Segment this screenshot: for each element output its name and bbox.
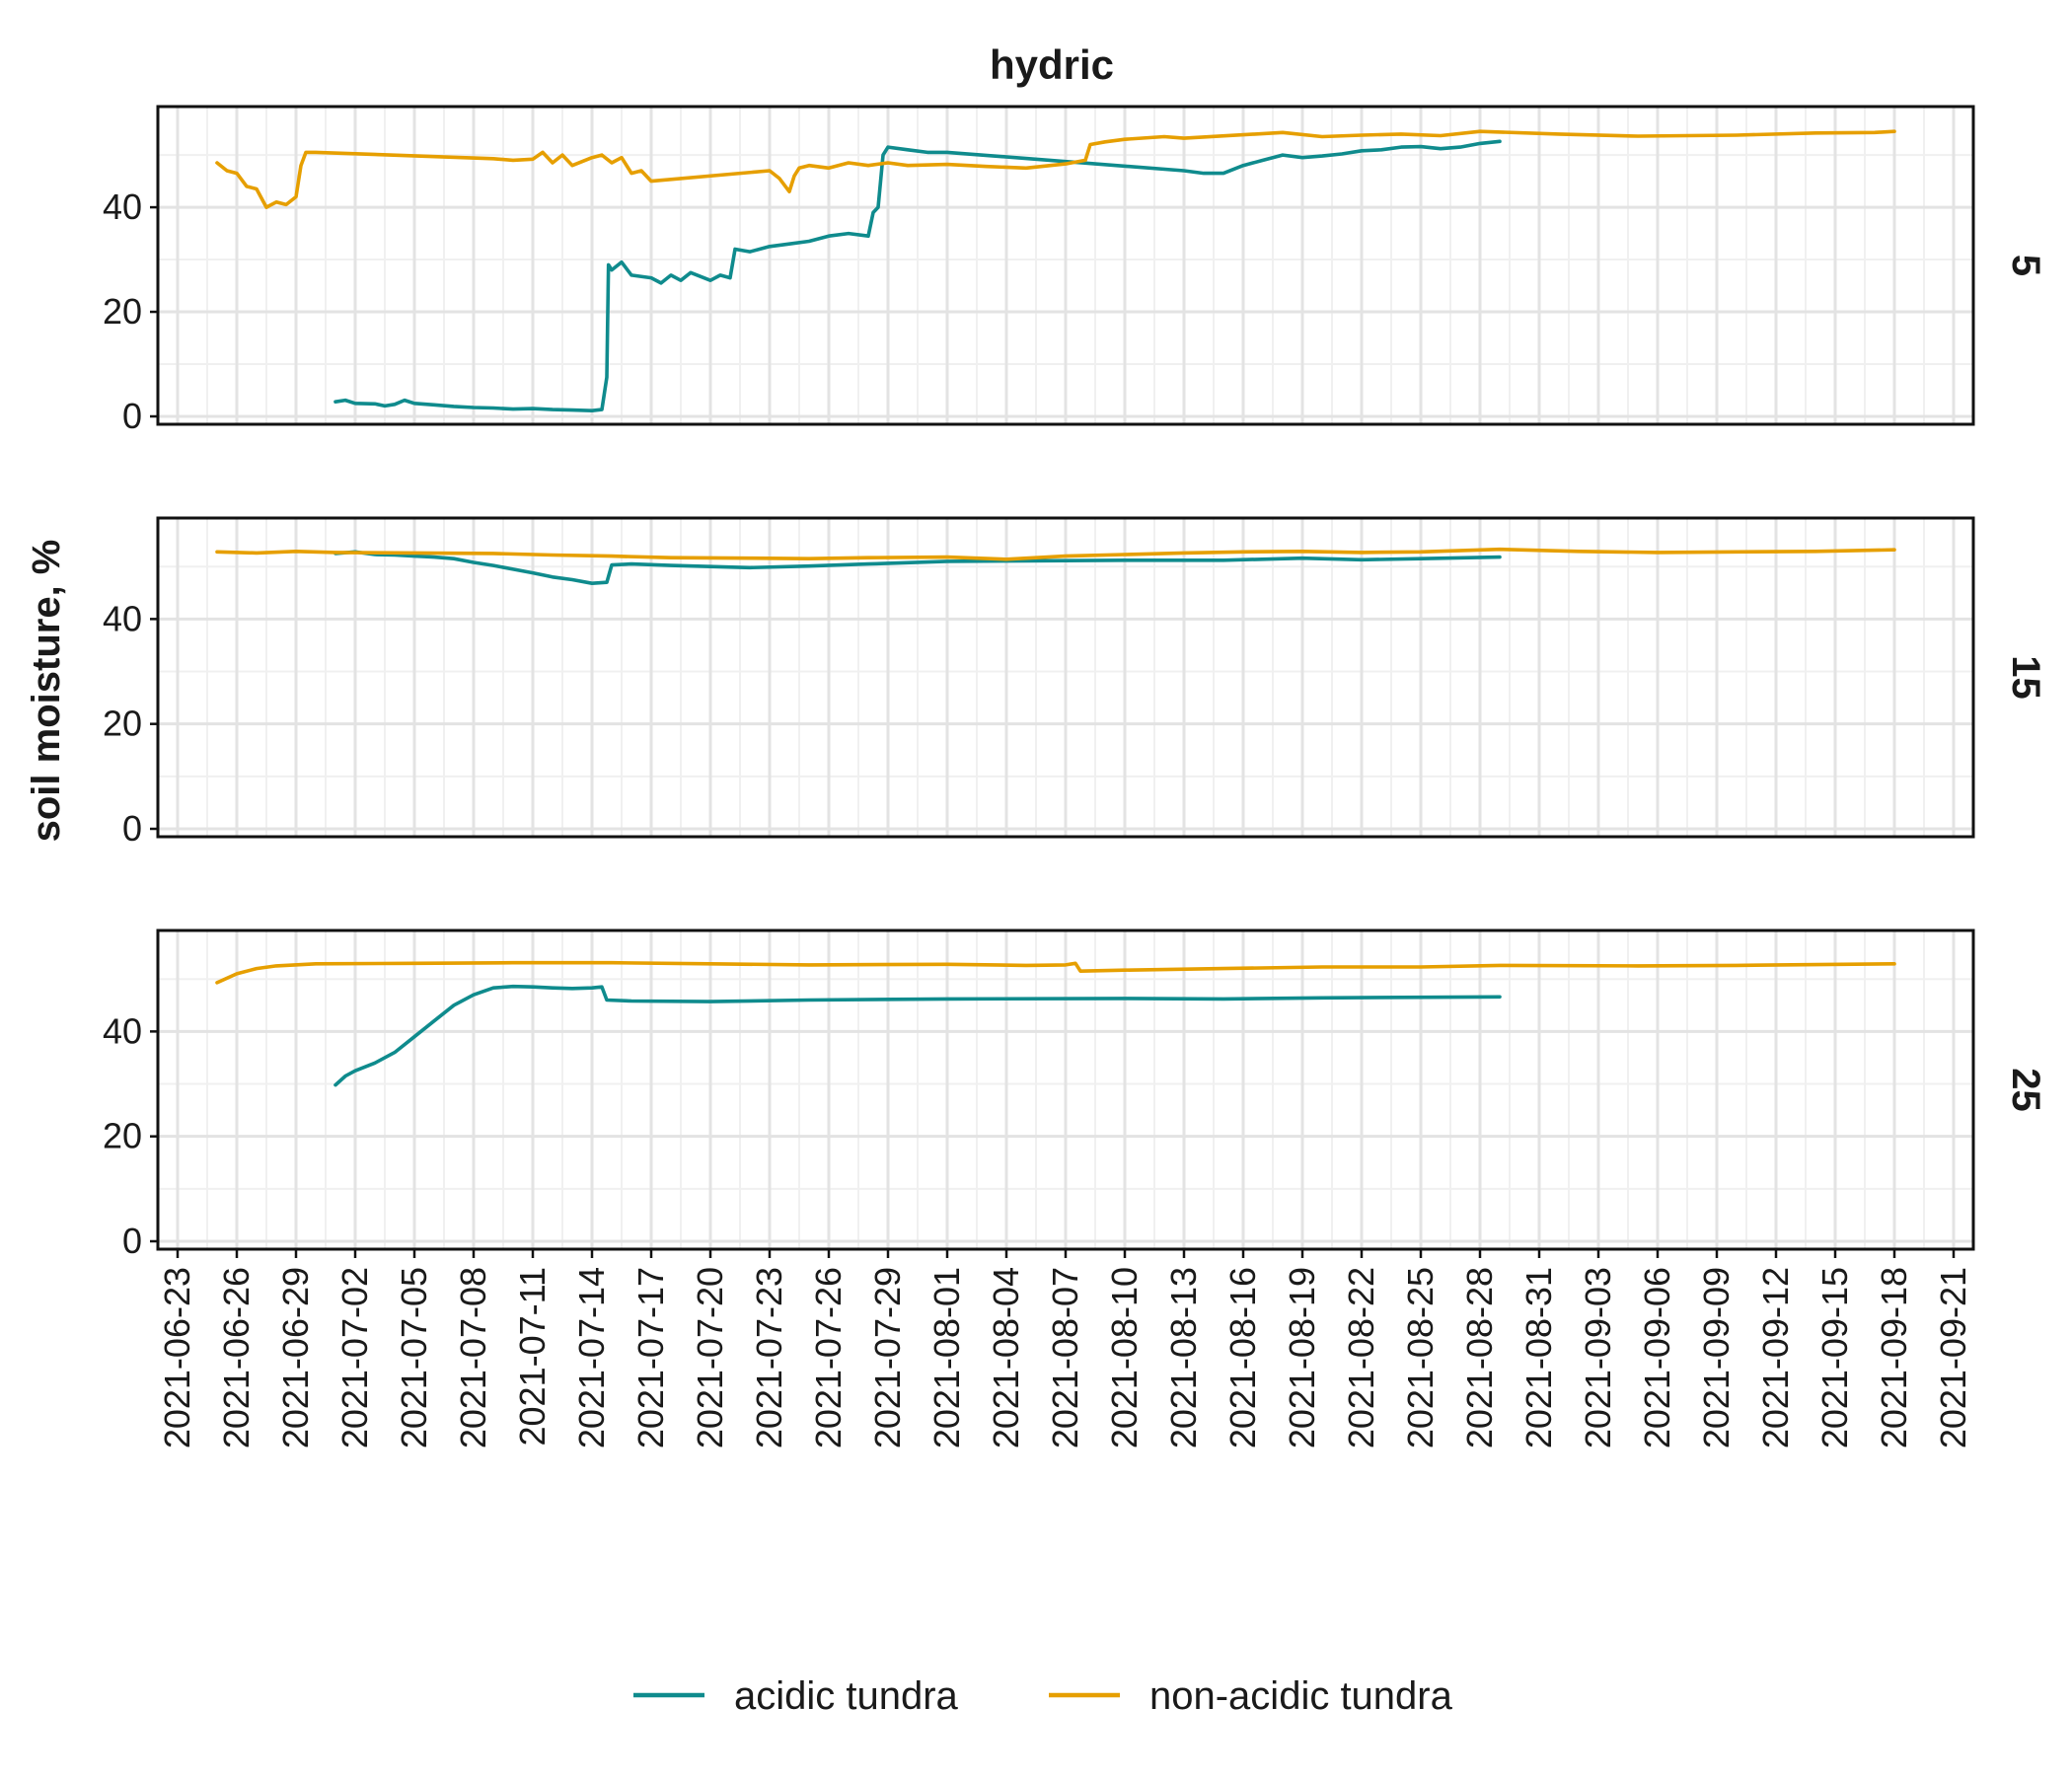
x-tick-label: 2021-09-21 — [1933, 1267, 1973, 1448]
x-tick-label: 2021-06-23 — [157, 1267, 197, 1448]
facet-label-15: 15 — [2004, 655, 2047, 700]
y-tick-label: 0 — [122, 808, 142, 849]
series-line-non-acidic-tundra — [215, 129, 1896, 209]
x-tick-label: 2021-09-18 — [1874, 1267, 1914, 1448]
x-tick-label: 2021-08-04 — [986, 1267, 1026, 1448]
x-tick-label: 2021-09-09 — [1696, 1267, 1737, 1448]
y-tick-label: 0 — [122, 1221, 142, 1261]
facet-panel-5: 0 20 40 5 — [103, 105, 2047, 436]
facet-panel-15: 0 20 40 15 — [103, 516, 2047, 849]
y-tick-label: 40 — [103, 186, 142, 227]
panel-border — [156, 516, 1975, 839]
x-tick-label: 2021-09-15 — [1814, 1267, 1855, 1448]
x-tick-label: 2021-08-25 — [1400, 1267, 1441, 1448]
x-tick-label: 2021-09-12 — [1755, 1267, 1796, 1448]
x-tick-label: 2021-08-01 — [926, 1267, 967, 1448]
x-tick-label: 2021-07-08 — [453, 1267, 493, 1448]
x-tick-label: 2021-08-22 — [1341, 1267, 1381, 1448]
series-line-non-acidic-tundra — [215, 547, 1896, 561]
x-tick-label: 2021-09-03 — [1578, 1267, 1618, 1448]
facet-panel-25: 0 20 40 25 — [103, 928, 2047, 1261]
x-tick-label: 2021-08-13 — [1163, 1267, 1204, 1448]
y-tick-label: 20 — [103, 291, 142, 332]
series-line-non-acidic-tundra — [215, 960, 1896, 985]
series-line-acidic-tundra — [333, 984, 1502, 1087]
x-tick-label: 2021-08-19 — [1282, 1267, 1322, 1448]
x-tick-label: 2021-08-16 — [1222, 1267, 1263, 1448]
x-tick-label: 2021-06-26 — [216, 1267, 257, 1448]
x-tick-label: 2021-08-10 — [1104, 1267, 1145, 1448]
x-tick-label: 2021-08-28 — [1459, 1267, 1500, 1448]
legend: acidic tundra non-acidic tundra — [633, 1674, 1453, 1718]
legend-label: acidic tundra — [734, 1674, 959, 1718]
y-tick-label: 20 — [103, 704, 142, 744]
legend-label: non-acidic tundra — [1149, 1674, 1453, 1718]
facet-panels: 0 20 40 5 0 20 40 15 0 20 40 25 — [103, 105, 2047, 1261]
legend-item-non-acidic-tundra: non-acidic tundra — [1049, 1674, 1453, 1718]
x-tick-label: 2021-08-31 — [1518, 1267, 1559, 1448]
series-line-acidic-tundra — [333, 550, 1502, 586]
y-tick-label: 40 — [103, 598, 142, 638]
x-axis: 2021-06-23 2021-06-26 2021-06-29 2021-07-02… — [157, 1249, 1973, 1448]
x-tick-label: 2021-06-29 — [275, 1267, 316, 1448]
x-tick-label: 2021-07-26 — [808, 1267, 849, 1448]
series-line-acidic-tundra — [333, 139, 1502, 413]
y-tick-label: 40 — [103, 1010, 142, 1051]
chart-title: hydric — [990, 41, 1114, 88]
facet-label-5: 5 — [2004, 255, 2047, 276]
facet-label-25: 25 — [2004, 1068, 2047, 1112]
legend-item-acidic-tundra: acidic tundra — [633, 1674, 959, 1718]
x-tick-label: 2021-07-05 — [394, 1267, 434, 1448]
x-tick-label: 2021-07-14 — [571, 1267, 612, 1448]
y-tick-label: 0 — [122, 396, 142, 436]
x-tick-label: 2021-09-06 — [1637, 1267, 1677, 1448]
x-tick-label: 2021-07-17 — [630, 1267, 671, 1448]
x-tick-label: 2021-07-20 — [690, 1267, 730, 1448]
panel-border — [156, 105, 1975, 426]
x-tick-label: 2021-07-11 — [512, 1267, 553, 1446]
x-tick-label: 2021-08-07 — [1045, 1267, 1085, 1448]
x-tick-label: 2021-07-02 — [334, 1267, 375, 1448]
x-tick-label: 2021-07-23 — [749, 1267, 789, 1448]
x-tick-label: 2021-07-29 — [867, 1267, 908, 1448]
y-axis-label: soil moisture, % — [25, 540, 68, 843]
y-tick-label: 20 — [103, 1116, 142, 1156]
